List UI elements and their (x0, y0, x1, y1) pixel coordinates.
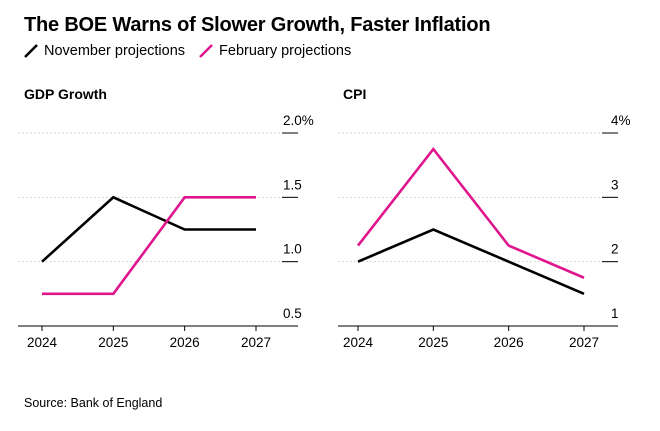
cpi-xtick-label: 2025 (418, 335, 448, 350)
legend-item-february: February projections (199, 43, 351, 59)
cpi-ytick-label: 4% (611, 113, 631, 128)
gdp-xtick-label: 2026 (170, 335, 200, 350)
panel-title-cpi: CPI (343, 86, 367, 102)
gdp-xtick-label: 2027 (241, 335, 271, 350)
gdp-xtick-label: 2024 (27, 335, 58, 350)
cpi-series-february-line (356, 146, 585, 279)
legend-label-november: November projections (44, 43, 186, 59)
legend-swatch-november (24, 44, 38, 58)
cpi-xtick-label: 2027 (569, 335, 599, 350)
gdp-ytick-label: 2.0% (283, 113, 314, 128)
cpi-ytick-label: 2 (611, 242, 619, 257)
gdp-chart-panel: 2.0% 1.5 1.0 0.5 2024 2025 2026 2027 (18, 113, 314, 350)
legend-swatch-february (199, 44, 213, 58)
legend-item-november: November projections (24, 43, 185, 59)
cpi-xtick-label: 2024 (343, 335, 374, 350)
legend-label-february: February projections (219, 43, 352, 59)
gdp-series-february-line (42, 196, 256, 296)
cpi-ytick-label: 3 (611, 177, 619, 192)
legend-line-february (199, 44, 213, 58)
cpi-chart-panel: 4% 3 2 1 2024 2025 2026 2027 (338, 113, 631, 350)
legend: November projections February projection… (24, 43, 365, 59)
cpi-ytick-label: 1 (611, 306, 619, 321)
gdp-ytick-label: 1.5 (283, 177, 302, 192)
panel-title-gdp: GDP Growth (24, 86, 107, 102)
gdp-series-november-line (41, 195, 256, 263)
cpi-series-november-line (357, 228, 585, 296)
chart-title: The BOE Warns of Slower Growth, Faster I… (24, 14, 491, 36)
legend-line-november (24, 44, 38, 58)
source-note: Source: Bank of England (24, 396, 163, 410)
gdp-xtick-label: 2025 (98, 335, 128, 350)
gdp-ytick-label: 0.5 (283, 306, 302, 321)
cpi-xtick-label: 2026 (494, 335, 524, 350)
gdp-ytick-label: 1.0 (283, 242, 302, 257)
